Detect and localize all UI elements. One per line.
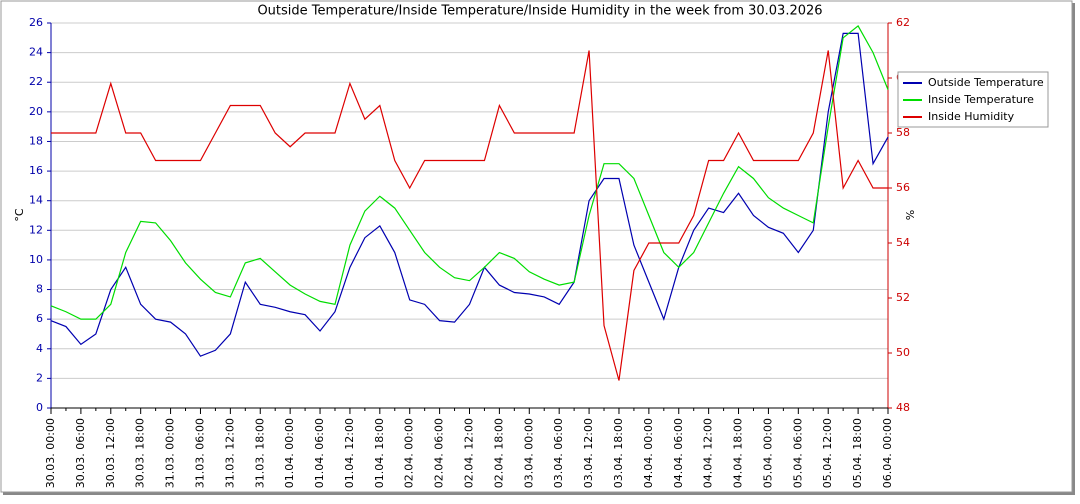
x-tick-label: 02.04. 18:00 (492, 418, 505, 488)
x-tick-label: 05.04. 18:00 (851, 418, 864, 488)
y-tick-label: 2 (36, 371, 43, 384)
x-tick-label: 31.03. 00:00 (164, 418, 177, 488)
y-tick-label: 20 (29, 105, 43, 118)
x-tick-label: 31.03. 06:00 (193, 418, 206, 488)
x-tick-label: 03.04. 06:00 (552, 418, 565, 488)
x-tick-label: 04.04. 00:00 (642, 418, 655, 488)
x-tick-label: 04.04. 06:00 (672, 418, 685, 488)
y-tick-label: 26 (29, 16, 43, 29)
y-tick-label: 24 (29, 46, 43, 59)
x-tick-label: 04.04. 12:00 (702, 418, 715, 488)
x-tick-label: 03.04. 18:00 (612, 418, 625, 488)
y-tick-label: 10 (29, 253, 43, 266)
x-tick-label: 02.04. 06:00 (433, 418, 446, 488)
y-tick-label: 22 (29, 75, 43, 88)
chart-title: Outside Temperature/Inside Temperature/I… (257, 4, 822, 19)
y-tick-label: 18 (29, 134, 43, 147)
y2-axis-label: % (904, 210, 917, 220)
x-tick-label: 01.04. 18:00 (373, 418, 386, 488)
series-line (50, 25, 889, 320)
x-tick-label: 06.04. 00:00 (881, 418, 894, 488)
x-tick-label: 04.04. 18:00 (732, 418, 745, 488)
x-tick-label: 30.03. 18:00 (134, 418, 147, 488)
x-tick-label: 30.03. 00:00 (44, 418, 57, 488)
y2-tick-label: 48 (896, 401, 910, 414)
y-tick-label: 16 (29, 164, 43, 177)
x-tick-label: 03.04. 00:00 (522, 418, 535, 488)
y2-tick-label: 62 (896, 16, 910, 29)
x-tick-label: 31.03. 18:00 (253, 418, 266, 488)
x-tick-label: 31.03. 12:00 (223, 418, 236, 488)
legend-label: Outside Temperature (928, 76, 1044, 89)
y-axis-label: °C (13, 208, 26, 222)
y-tick-label: 0 (36, 401, 43, 414)
y-tick-label: 8 (36, 283, 43, 296)
legend-label: Inside Temperature (928, 93, 1034, 106)
y2-tick-label: 54 (896, 236, 910, 249)
x-tick-label: 01.04. 00:00 (283, 418, 296, 488)
x-tick-label: 01.04. 12:00 (343, 418, 356, 488)
x-tick-label: 05.04. 12:00 (821, 418, 834, 488)
y-tick-label: 4 (36, 342, 43, 355)
x-tick-label: 05.04. 00:00 (761, 418, 774, 488)
series-line (51, 50, 888, 381)
x-tick-label: 02.04. 00:00 (403, 418, 416, 488)
y2-tick-label: 56 (896, 181, 910, 194)
y-tick-label: 12 (29, 223, 43, 236)
x-tick-label: 03.04. 12:00 (582, 418, 595, 488)
frame (0, 0, 1073, 493)
series-line (50, 32, 889, 357)
x-tick-label: 01.04. 06:00 (313, 418, 326, 488)
x-tick-label: 02.04. 12:00 (463, 418, 476, 488)
x-tick-label: 30.03. 12:00 (104, 418, 117, 488)
x-tick-label: 30.03. 06:00 (74, 418, 87, 488)
y2-tick-label: 58 (896, 126, 910, 139)
legend-box (897, 71, 1049, 128)
y-tick-label: 6 (36, 312, 43, 325)
y2-tick-label: 50 (896, 346, 910, 359)
x-tick-label: 05.04. 06:00 (791, 418, 804, 488)
legend-label: Inside Humidity (928, 110, 1015, 123)
y-tick-label: 14 (29, 194, 43, 207)
y2-tick-label: 52 (896, 291, 910, 304)
